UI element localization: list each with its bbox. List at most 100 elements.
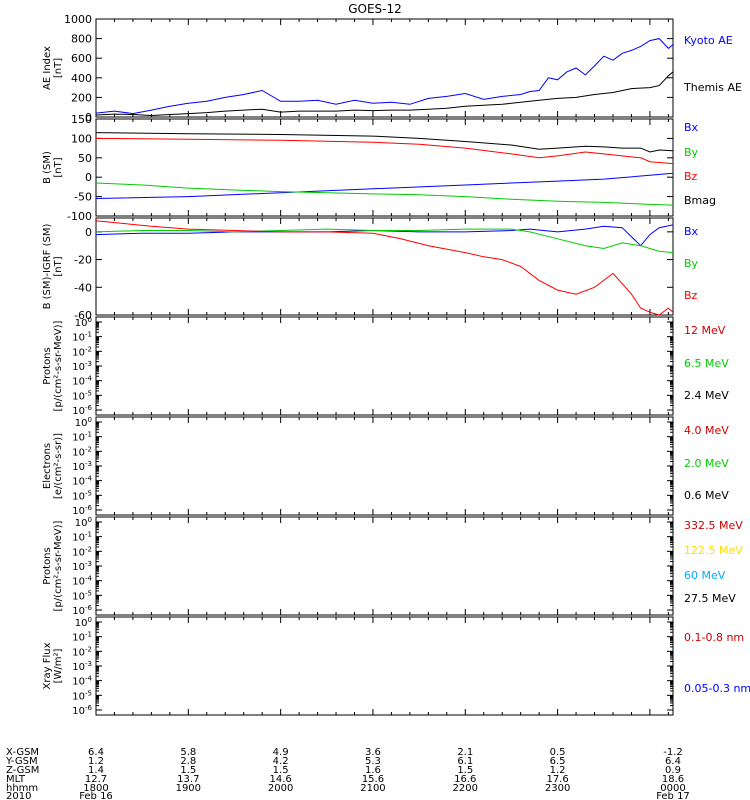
ephemeris-cell: 15.6 xyxy=(362,774,384,785)
y-tick-label: 100 xyxy=(75,316,92,329)
ephemeris-cell: 13.7 xyxy=(177,774,199,785)
legend-entry: 2.4 MeV xyxy=(684,389,729,402)
y-tick-label: 10-1 xyxy=(72,431,92,444)
ephemeris-cell: 12.7 xyxy=(85,774,107,785)
y-tick-label: -100 xyxy=(67,210,92,223)
y-tick-label: 400 xyxy=(71,72,92,85)
ephemeris-cell: 2.8 xyxy=(180,756,196,767)
plot-frame xyxy=(95,516,674,616)
ephemeris-cell: 0.9 xyxy=(665,765,681,776)
plot-frame xyxy=(95,416,674,516)
ephemeris-cell: 2300 xyxy=(545,783,570,794)
ephemeris-cell: 14.6 xyxy=(270,774,292,785)
y-tick-label: 10-2 xyxy=(72,445,92,458)
ephemeris-cell: 1.5 xyxy=(457,765,473,776)
series-line-2 xyxy=(95,228,674,254)
legend-entry: By xyxy=(684,257,699,270)
legend-entry: Bx xyxy=(684,225,699,238)
panel-4: 100 10-110-2 10-3 10-410-5 10-6 Protons[p/(cm… xyxy=(42,316,729,417)
panel-6: 100 10-110-2 10-3 10-410-5 10-6 Protons[p/(cm… xyxy=(42,516,743,617)
plot-frame xyxy=(95,217,674,316)
y-tick-label: 10-2 xyxy=(72,345,92,358)
y-tick-label: 10-4 xyxy=(72,375,92,388)
ephemeris-cell: 18.6 xyxy=(662,774,684,785)
y-axis-label: AE Index[nT] xyxy=(42,46,64,90)
y-tick-label: 10-3 xyxy=(72,560,92,573)
legend-entry: 0.6 MeV xyxy=(684,489,729,502)
plot-frame xyxy=(95,316,674,416)
y-tick-label: 10-4 xyxy=(72,575,92,588)
y-tick-label: 200 xyxy=(71,91,92,104)
plot-frame xyxy=(95,616,674,716)
ephemeris-row-label: 2010 xyxy=(6,791,31,800)
ephemeris-cell: 0.5 xyxy=(550,747,566,758)
legend-entry: 4.0 MeV xyxy=(684,424,729,437)
panel-2: -100 -50 0 50 100 150 B (SM)[nT] Bx By Bz Bmag xyxy=(42,113,716,223)
ephemeris-row-label: Y-GSM xyxy=(5,756,38,767)
y-tick-label: 10-6 xyxy=(72,604,92,617)
ephemeris-cell: 6.4 xyxy=(665,756,681,767)
ephemeris-cell: 2200 xyxy=(453,783,478,794)
panel-7: 100 10-110-2 10-3 10-410-5 10-6 Xray Flux[W/m… xyxy=(42,616,750,717)
y-tick-label: 800 xyxy=(71,33,92,46)
y-tick-label: 10-3 xyxy=(72,660,92,673)
legend-entry: Bz xyxy=(684,170,698,183)
legend-entry: 0.1-0.8 nm xyxy=(684,631,744,644)
ephemeris-cell: Feb 16 xyxy=(79,791,113,800)
y-tick-label: 10-2 xyxy=(72,645,92,658)
legend-entry: Bz xyxy=(684,289,698,302)
y-tick-label: 1000 xyxy=(64,13,92,26)
series-line-2 xyxy=(95,182,674,206)
y-tick-label: 600 xyxy=(71,52,92,65)
ephemeris-cell: 1.2 xyxy=(88,756,104,767)
ephemeris-cell: 1.5 xyxy=(180,765,196,776)
legend-entry: Kyoto AE xyxy=(684,34,733,47)
legend-entry: 6.5 MeV xyxy=(684,357,729,370)
legend-entry: Bmag xyxy=(684,194,716,207)
legend-entry: 12 MeV xyxy=(684,324,726,337)
y-axis-label: B (SM)-IGRF (SM)[nT] xyxy=(42,224,64,310)
ephemeris-cell: 3.6 xyxy=(365,747,381,758)
ephemeris-cell: 4.2 xyxy=(273,756,289,767)
series-line-3 xyxy=(95,220,674,316)
legend-entry: 332.5 MeV xyxy=(684,519,743,532)
y-axis-label: Protons[p/(cm²-s-sr-MeV)] xyxy=(42,520,64,611)
plot-frame xyxy=(95,18,674,118)
series-line-1 xyxy=(95,172,674,199)
ephemeris-cell: Feb 17 xyxy=(656,791,690,800)
ephemeris-cell: 4.9 xyxy=(273,747,289,758)
y-tick-label: 0 xyxy=(85,226,92,239)
y-tick-label: 100 xyxy=(75,516,92,529)
y-tick-label: 10-6 xyxy=(72,704,92,717)
ephemeris-cell: 5.3 xyxy=(365,756,381,767)
panel-5: 100 10-110-2 10-3 10-410-5 10-6 Electrons[e/(… xyxy=(42,416,729,517)
ephemeris-cell: 1.5 xyxy=(273,765,289,776)
y-tick-label: 100 xyxy=(75,416,92,429)
y-tick-label: 10-3 xyxy=(72,360,92,373)
y-tick-label: -60 xyxy=(74,309,92,322)
legend-entry: 122.5 MeV xyxy=(684,544,743,557)
y-tick-label: -20 xyxy=(74,254,92,267)
ephemeris-cell: 1800 xyxy=(83,783,108,794)
ephemeris-cell: 1.4 xyxy=(88,765,104,776)
legend-entry: 0.05-0.3 nm xyxy=(684,682,750,695)
ephemeris-row-label: MLT xyxy=(6,774,26,785)
plot-frame xyxy=(95,118,674,217)
ephemeris-table: X-GSMY-GSMZ-GSMMLThhmm20106.41.21.412.71… xyxy=(5,747,690,800)
y-tick-label: 0 xyxy=(85,111,92,124)
y-tick-label: 10-6 xyxy=(72,404,92,417)
panel-3: -60 -40 -20 0 B (SM)-IGRF (SM)[nT] Bx By Bz xyxy=(42,217,699,322)
y-tick-label: 10-4 xyxy=(72,475,92,488)
y-axis-label: B (SM)[nT] xyxy=(42,151,64,184)
series-line-3 xyxy=(95,137,674,165)
y-tick-label: 100 xyxy=(75,616,92,629)
ephemeris-cell: 17.6 xyxy=(546,774,568,785)
legend-entry: Themis AE xyxy=(683,81,742,94)
series-line-2 xyxy=(95,71,674,117)
ephemeris-cell: 2000 xyxy=(268,783,293,794)
legend-entry: 60 MeV xyxy=(684,569,726,582)
ephemeris-cell: 5.8 xyxy=(180,747,196,758)
y-tick-label: 10-5 xyxy=(72,489,92,502)
